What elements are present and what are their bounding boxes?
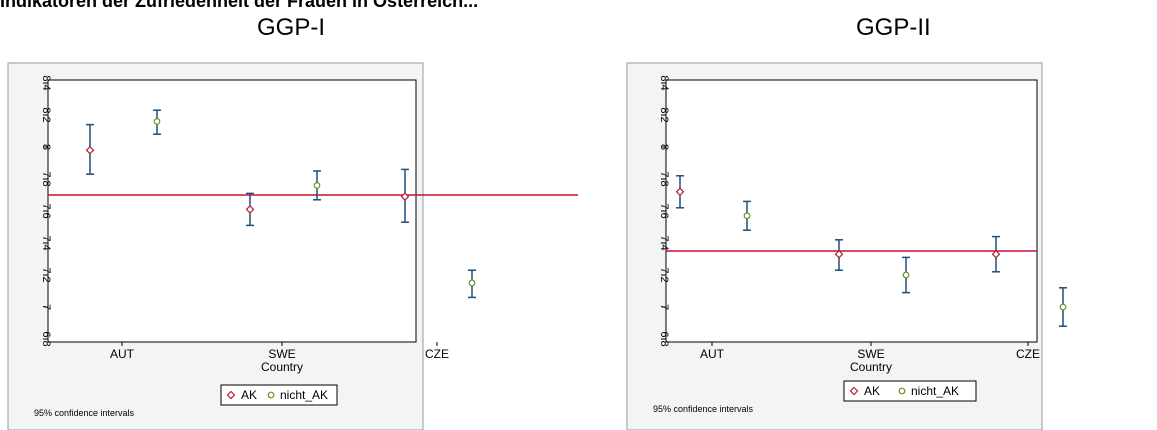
plot-area [47,79,417,343]
x-tick-label: CZE [425,347,449,361]
legend-label-ak: AK [864,384,880,398]
x-tick-label: AUT [110,347,135,361]
confidence-note: 95% confidence intervals [34,408,135,418]
y-tick-label: 6.8 [658,331,670,346]
x-axis-label: Country [261,360,303,374]
point-nicht-ak [153,117,161,125]
y-tick-label: 7.4 [658,235,670,250]
point-nicht-ak [902,271,910,279]
x-tick-label: SWE [857,347,884,361]
plot-area [665,79,1038,343]
y-tick-label: 8.2 [658,107,670,122]
point-ak [991,249,1001,259]
y-tick-label: 6.8 [40,331,52,346]
point-nicht-ak [1059,303,1067,311]
legend-label-nicht-ak: nicht_AK [911,384,959,398]
y-tick-label: 7 [40,304,52,310]
legend-marker-nicht-ak [267,391,275,399]
y-tick-label: 7.6 [658,203,670,218]
cut-off-heading: Indikatoren der Zufriedenheit der Frauen… [0,0,479,11]
point-nicht-ak [468,279,476,287]
point-nicht-ak [743,212,751,220]
x-tick-label: CZE [1016,347,1040,361]
y-tick-label: 8.4 [658,75,670,90]
y-tick-label: 8 [658,144,670,150]
chart-ggp-ii: 6.8 7 7.2 7.4 7.6 7.8 8 8.2 8.4 AUT SWE CZE Country A… [626,62,1067,430]
x-axis-label: Country [850,360,892,374]
legend-box [220,384,338,406]
x-tick-label: SWE [268,347,295,361]
legend-marker-ak [226,390,236,400]
point-ak [400,192,410,201]
confidence-note: 95% confidence intervals [653,404,754,414]
y-tick-label: 7.6 [40,203,52,218]
legend-marker-ak [849,386,859,396]
y-tick-label: 7.2 [40,267,52,282]
point-ak [675,187,685,197]
y-tick-label: 7.2 [658,267,670,282]
panel-title-ggp-i: GGP-I [257,14,326,41]
point-ak [834,249,844,259]
point-nicht-ak [313,181,321,189]
legend-box [843,380,977,402]
y-tick-label: 8.4 [40,75,52,90]
y-tick-label: 7.8 [658,171,670,186]
y-tick-label: 7.4 [40,235,52,250]
chart-ggp-i: 6.8 7 7.2 7.4 7.6 7.8 8 8.2 8.4 AUT SWE CZE Country A… [7,62,578,430]
y-tick-label: 8 [40,144,52,150]
y-tick-label: 7.8 [40,171,52,186]
legend-marker-nicht-ak [898,387,906,395]
y-tick-label: 8.2 [40,107,52,122]
y-tick-label: 7 [658,304,670,310]
legend-label-ak: AK [241,388,257,402]
panel-title-ggp-ii: GGP-II [856,14,931,41]
point-ak [245,205,255,214]
legend-label-nicht-ak: nicht_AK [280,388,328,402]
point-ak [85,145,95,155]
x-tick-label: AUT [700,347,725,361]
